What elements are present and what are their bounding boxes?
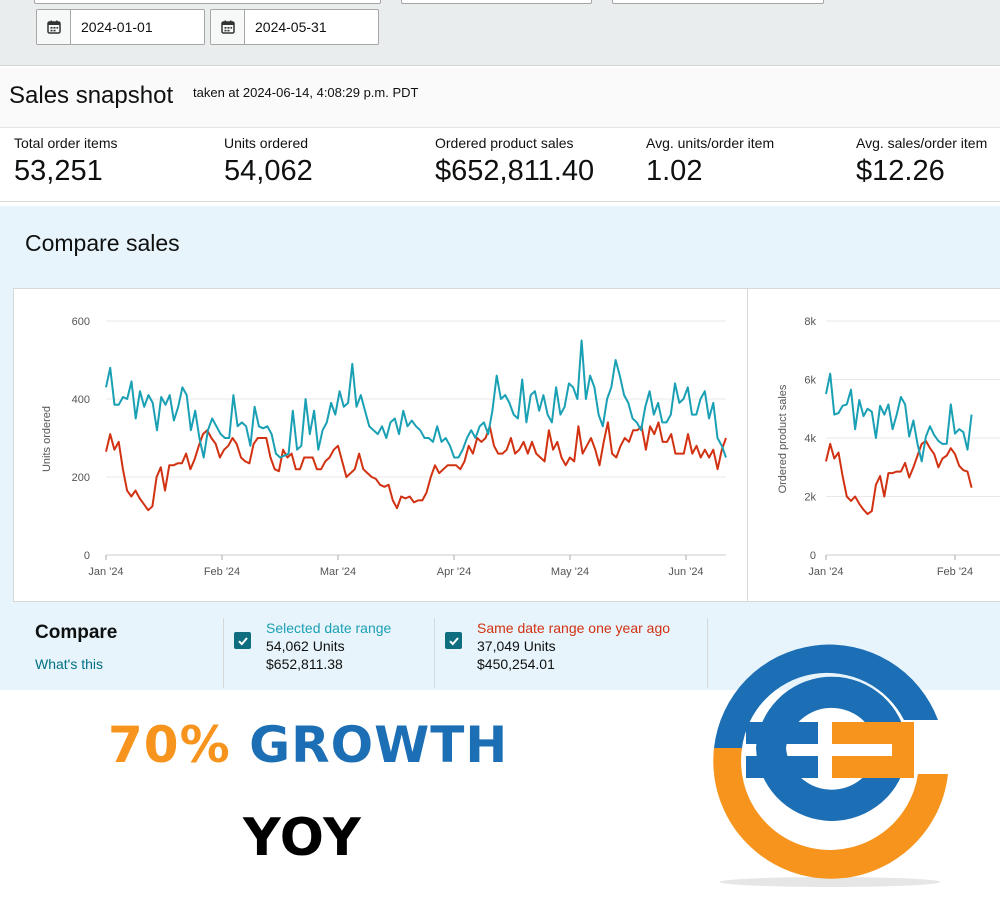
x-tick-label: Apr '24	[437, 566, 472, 578]
units-ordered-chart-svg: 0 200 400 600 Units ordered Jan '24 Feb '24 Mar…	[41, 316, 727, 578]
legend-title: Compare	[35, 622, 118, 643]
checkmark-icon	[237, 636, 248, 645]
filter-select-top-left[interactable]	[34, 0, 381, 4]
y-axis-title: Units ordered	[41, 406, 53, 472]
legend-units: 54,062 Units	[266, 638, 345, 654]
sales-snapshot-header: Sales snapshot taken at 2024-06-14, 4:08…	[0, 68, 1000, 128]
date-filter-bar: 2024-01-01 2024-05-31	[0, 0, 1000, 66]
x-tick-label: Jun '24	[668, 566, 703, 578]
metric-total-order-items: Total order items 53,251	[14, 135, 117, 188]
y-tick-label: 2k	[804, 492, 816, 504]
metric-ordered-product-sales: Ordered product sales $652,811.40	[435, 135, 594, 188]
x-tick-label: May '24	[551, 566, 589, 578]
legend-units: 37,049 Units	[477, 638, 556, 654]
brand-logo	[713, 644, 948, 887]
series-line	[825, 372, 973, 463]
page-title: Sales snapshot	[9, 82, 174, 109]
y-tick-label: 600	[72, 316, 90, 328]
metric-label: Units ordered	[224, 135, 309, 151]
metric-value: $652,811.40	[435, 155, 595, 187]
metric-label: Avg. units/order item	[646, 135, 775, 151]
y-tick-label: 6k	[804, 375, 816, 387]
metric-value: 53,251	[14, 155, 103, 187]
metric-avg-units-per-order-item: Avg. units/order item 1.02	[646, 135, 774, 188]
selected-range-checkbox[interactable]	[234, 632, 251, 649]
metric-value: 54,062	[224, 155, 313, 187]
units-ordered-chart[interactable]: 0 200 400 600 Units ordered Jan '24 Feb '24 Mar…	[13, 288, 748, 602]
end-date-value: 2024-05-31	[255, 19, 327, 35]
x-tick-label: Jan '24	[808, 566, 843, 578]
legend-series-name: Selected date range	[266, 620, 392, 636]
legend-series-name: Same date range one year ago	[477, 620, 671, 636]
y-tick-label: 8k	[804, 316, 816, 328]
promo-growth-word: GROWTH	[249, 716, 509, 774]
metric-avg-sales-per-order-item: Avg. sales/order item $12.26	[856, 135, 987, 188]
legend-divider	[434, 618, 435, 688]
filter-select-top-right[interactable]	[612, 0, 824, 4]
metric-value: 1.02	[646, 155, 703, 187]
last-year-checkbox[interactable]	[445, 632, 462, 649]
y-tick-label: 400	[72, 394, 90, 406]
end-date-input[interactable]: 2024-05-31	[210, 9, 379, 45]
legend-sales: $450,254.01	[477, 656, 555, 672]
metric-label: Total order items	[14, 135, 118, 151]
compare-legend: Compare What's this Selected date range …	[0, 616, 1000, 690]
snapshot-metrics: Total order items 53,251 Units ordered 5…	[0, 128, 1000, 202]
metric-value: $12.26	[856, 155, 945, 187]
legend-text: Same date range one year ago 37,049 Unit…	[477, 620, 717, 672]
metric-label: Avg. sales/order item	[856, 135, 988, 151]
series-line	[825, 439, 973, 516]
compare-sales-section: Compare sales 0 200 400 600 Units ordered Jan…	[0, 206, 1000, 690]
metric-label: Ordered product sales	[435, 135, 574, 151]
x-tick-label: Jan '24	[88, 566, 123, 578]
start-date-input[interactable]: 2024-01-01	[36, 9, 205, 45]
start-date-value: 2024-01-01	[81, 19, 153, 35]
y-tick-label: 4k	[804, 433, 816, 445]
promo-headline: 70% GROWTH	[108, 716, 508, 774]
promo-percentage: 70%	[108, 716, 231, 774]
ordered-product-sales-chart[interactable]: 0 2k 4k 6k 8k Ordered product sales Jan '24 Feb…	[747, 288, 1000, 602]
legend-divider	[223, 618, 224, 688]
snapshot-timestamp: taken at 2024-06-14, 4:08:29 p.m. PDT	[193, 85, 419, 100]
ordered-product-sales-chart-svg: 0 2k 4k 6k 8k Ordered product sales Jan '24 Feb…	[777, 316, 1000, 578]
series-line	[105, 339, 727, 459]
filter-select-top-middle[interactable]	[401, 0, 592, 4]
y-tick-label: 200	[72, 472, 90, 484]
x-tick-label: Feb '24	[204, 566, 240, 578]
whats-this-link[interactable]: What's this	[35, 656, 104, 672]
calendar-icon[interactable]	[37, 10, 71, 44]
y-axis-title: Ordered product sales	[777, 384, 789, 493]
series-line	[105, 421, 727, 512]
promo-yoy: YOY	[243, 808, 362, 868]
x-tick-label: Mar '24	[320, 566, 356, 578]
legend-divider	[707, 618, 708, 688]
legend-sales: $652,811.38	[266, 656, 343, 672]
x-tick-label: Feb '24	[937, 566, 973, 578]
checkmark-icon	[448, 636, 459, 645]
y-tick-label: 0	[84, 550, 90, 562]
section-title: Compare sales	[25, 230, 180, 256]
metric-units-ordered: Units ordered 54,062	[224, 135, 313, 188]
y-tick-label: 0	[810, 550, 816, 562]
calendar-icon[interactable]	[211, 10, 245, 44]
legend-text: Selected date range 54,062 Units $652,81…	[266, 620, 506, 672]
